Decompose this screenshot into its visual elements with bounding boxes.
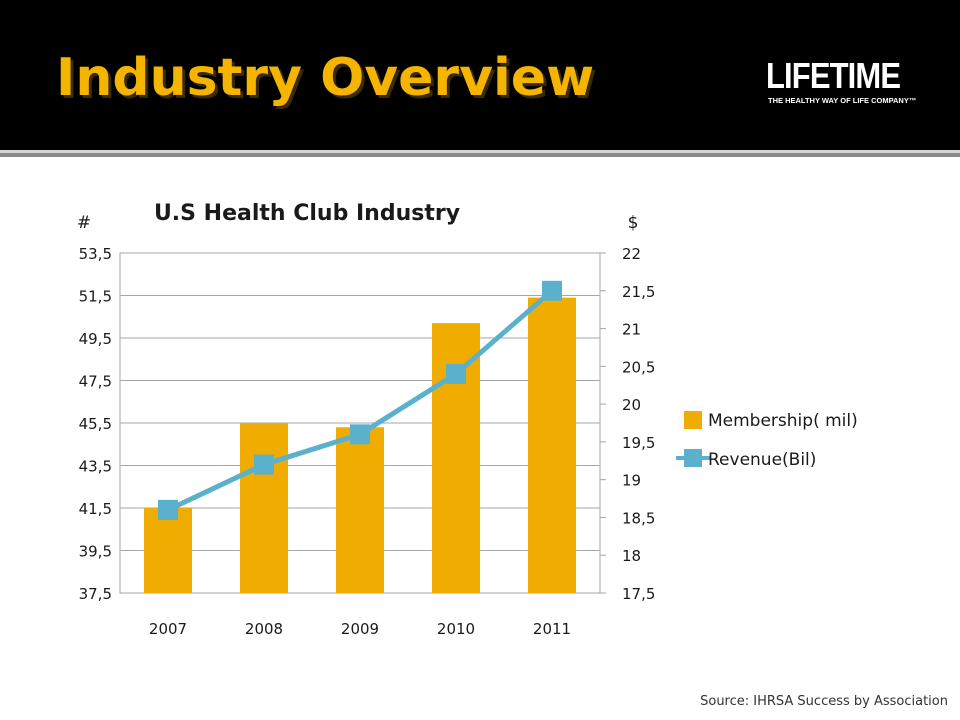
y-left-tick-label: 53,5 — [79, 245, 112, 263]
y-left-axis-label: # — [77, 213, 91, 233]
legend-marker-revenue — [684, 449, 702, 467]
membership-bar — [432, 323, 480, 593]
y-right-tick-label: 20,5 — [622, 358, 655, 376]
legend-label-revenue: Revenue(Bil) — [708, 450, 816, 470]
logo-wordmark: LIFETIME — [766, 55, 901, 96]
x-tick-label: 2009 — [341, 620, 379, 638]
y-left-tick-label: 43,5 — [79, 458, 112, 476]
y-right-tick-label: 21,5 — [622, 283, 655, 301]
y-right-tick-label: 20 — [622, 396, 641, 414]
header-banner — [0, 0, 960, 150]
y-left-tick-label: 47,5 — [79, 373, 112, 391]
revenue-point — [158, 499, 178, 520]
header-divider-shadow — [0, 153, 960, 157]
membership-bar — [336, 427, 384, 593]
membership-bar — [528, 297, 576, 593]
x-tick-label: 2010 — [437, 620, 475, 638]
y-left-tick-label: 37,5 — [79, 585, 112, 603]
y-right-tick-label: 17,5 — [622, 585, 655, 603]
x-tick-label: 2007 — [149, 620, 187, 638]
y-right-tick-label: 18 — [622, 547, 641, 565]
y-right-tick-label: 19,5 — [622, 434, 655, 452]
lifetime-logo: LIFETIME THE HEALTHY WAY OF LIFE COMPANY… — [766, 55, 936, 110]
source-note: Source: IHRSA Success by Association — [700, 694, 948, 709]
chart-title: U.S Health Club Industry — [154, 201, 460, 226]
y-left-tick-label: 41,5 — [79, 500, 112, 518]
membership-bar — [240, 423, 288, 593]
y-left-tick-label: 39,5 — [79, 543, 112, 561]
y-right-tick-label: 19 — [622, 472, 641, 490]
y-right-axis-label: $ — [628, 213, 639, 233]
revenue-point — [350, 424, 370, 445]
y-right-tick-label: 18,5 — [622, 509, 655, 527]
x-tick-label: 2011 — [533, 620, 571, 638]
y-right-tick-label: 21 — [622, 321, 641, 339]
y-left-tick-label: 45,5 — [79, 415, 112, 433]
legend-swatch-membership — [684, 411, 702, 429]
x-tick-label: 2008 — [245, 620, 283, 638]
y-left-tick-label: 49,5 — [79, 330, 112, 348]
revenue-point — [254, 454, 274, 475]
y-left-tick-label: 51,5 — [79, 288, 112, 306]
revenue-point — [542, 280, 562, 301]
header-divider — [0, 150, 960, 153]
slide-title: Industry Overview — [56, 48, 595, 108]
logo-tagline: THE HEALTHY WAY OF LIFE COMPANY™ — [768, 96, 917, 105]
membership-bar — [144, 508, 192, 593]
legend-label-membership: Membership( mil) — [708, 411, 858, 431]
y-right-tick-label: 22 — [622, 245, 641, 263]
revenue-point — [446, 363, 466, 384]
